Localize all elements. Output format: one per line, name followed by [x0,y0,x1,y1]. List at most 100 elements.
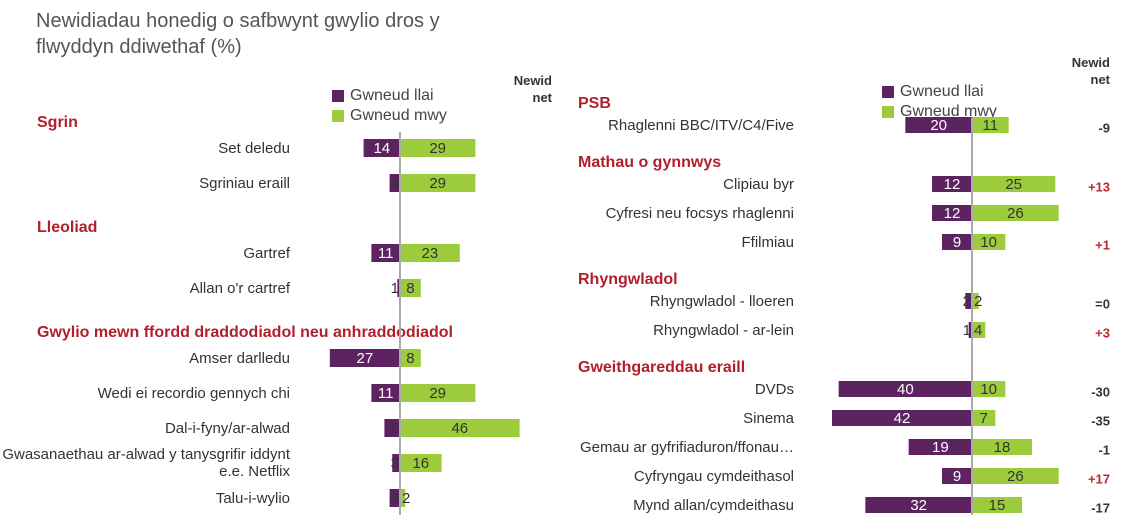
value-label: 25 [1005,176,1022,193]
net-header: Newid net [513,73,552,105]
net-label: -30 [1091,384,1110,399]
bar-more [400,244,460,262]
value-label: 11 [983,117,999,134]
net-label: +13 [1088,179,1110,194]
value-label: 2 [963,293,971,310]
legend-swatch [882,86,894,98]
bar-less [371,384,400,402]
bar-less [329,349,400,367]
category-label-box: DVDs [755,381,794,398]
title-box: Newidiadau honedig o safbwynt gwylio dro… [36,10,440,58]
value-label: 46 [451,420,468,437]
value-label: 12 [944,176,961,193]
net-label: =0 [1095,296,1110,311]
category-label: Cyfryngau cymdeithasol [633,467,794,485]
category-label-box: Rhyngwladol - ar-lein [653,321,794,339]
bar-more [972,322,986,338]
bar-less [965,293,972,309]
value-label: 23 [422,245,439,262]
bar-less [908,439,972,455]
category-label-box: Dal-i-fyny/ar-alwad [165,420,290,437]
category-label-box: Rhyngwladol - lloeren [649,292,794,310]
bar-more [972,381,1006,397]
bar-less [384,419,400,437]
bar-less [932,176,972,192]
category-label-box: Clipiau byr [723,176,794,193]
category-label: Rhyngwladol - lloeren [649,292,794,310]
category-label-box: Mynd allan/cymdeithasu [633,497,794,514]
bar-more [400,174,476,192]
bar-more [972,410,996,426]
bar-less [942,468,972,484]
bar-more [400,419,520,437]
category-label: Set deledu [218,139,290,157]
value-label: 10 [980,234,997,251]
category-label: Allan o'r cartref [189,279,290,297]
category-label-box: Cyfryngau cymdeithasol [633,467,794,485]
value-label: 15 [989,497,1006,514]
category-label-box: Ffilmiau [741,234,794,251]
value-label: 8 [406,350,414,367]
group-title: Sgrin [37,114,78,131]
group-title: PSB [578,95,611,112]
category-label-box: Rhaglenni BBC/ITV/C4/Five [608,117,794,134]
value-label: 14 [373,140,390,157]
category-label-box: Allan o'r cartref [189,279,290,297]
value-label: 2 [974,293,982,310]
category-label: Sinema [743,409,794,427]
category-label: Gemau ar gyfrifiaduron/ffonau… [579,438,794,456]
group-title: Lleoliad [37,219,97,236]
category-label-box: Amser darlledu [189,350,290,367]
value-label: 1 [963,322,971,339]
value-label: 19 [932,439,949,456]
category-label-box: Gemau ar gyfrifiaduron/ffonau… [579,438,794,456]
legend-label: Gwneud mwy [900,103,997,120]
net-label: -9 [1098,120,1110,135]
value-label: 9 [953,234,961,251]
chart-title: Newidiadau honedig o safbwynt gwylio dro… [36,10,440,58]
bar-more [400,349,421,367]
category-label: Talu-i-wylio [215,489,290,507]
group-title: Rhyngwladol [578,271,678,288]
net-label: +1 [1095,237,1110,252]
bar-less [397,279,400,297]
value-label: 29 [429,385,446,402]
category-label: Wedi ei recordio gennych chi [97,384,290,402]
category-label: Sgriniau eraill [199,174,290,192]
category-label: Gwasanaethau ar-alwad y tanysgrifir iddy… [2,446,290,480]
bar-less [389,489,400,507]
bar-more [400,384,476,402]
bar-less [363,139,400,157]
net-label: -1 [1098,442,1110,457]
bar-less [389,174,400,192]
group-title: Mathau o gynnwys [578,154,721,171]
category-label: Rhyngwladol - ar-lein [653,321,794,339]
value-label: 18 [994,439,1011,456]
bar-more [400,489,406,507]
group-title: Gwylio mewn ffordd draddodiadol neu anhr… [37,324,453,341]
legend-label: Gwneud mwy [350,107,447,124]
category-label-box: Sinema [743,409,794,427]
value-label: 29 [429,140,446,157]
value-label: 26 [1007,205,1024,222]
category-label: Cyfresi neu focsys rhaglenni [605,204,794,222]
bar-less [832,410,972,426]
group-title: Gweithgareddau eraill [578,359,745,376]
value-label: 3 [391,455,399,472]
bar-more [400,279,421,297]
legend-swatch [332,110,344,122]
value-label: 11 [378,385,394,402]
bar-more [400,139,476,157]
value-label: 8 [406,280,414,297]
bar-more [972,234,1006,250]
net-header: Newid net [1071,55,1110,87]
net-label: -17 [1091,500,1110,515]
bar-more [972,439,1032,455]
value-label: 32 [910,497,927,514]
bar-more [972,176,1056,192]
bar-more [400,454,442,472]
value-label: 16 [412,455,429,472]
value-label: 29 [429,175,446,192]
net-label: -35 [1091,413,1110,428]
